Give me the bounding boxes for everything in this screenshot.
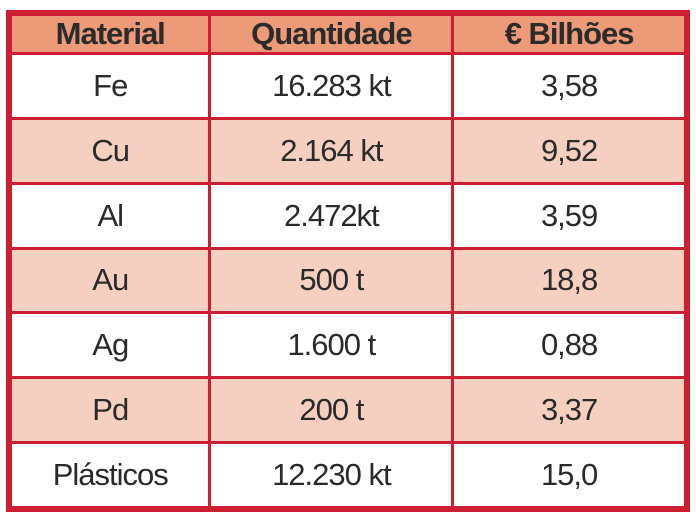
cell-material: Ag <box>12 314 209 377</box>
table-row: Pd 200 t 3,37 <box>12 379 684 442</box>
cell-quantidade: 200 t <box>211 379 452 442</box>
cell-valor: 18,8 <box>454 249 684 312</box>
cell-valor: 3,59 <box>454 184 684 247</box>
table-row: Al 2.472kt 3,59 <box>12 184 684 247</box>
cell-material: Fe <box>12 55 209 117</box>
cell-quantidade: 2.164 kt <box>211 119 452 182</box>
cell-material: Au <box>12 249 209 312</box>
table-row: Fe 16.283 kt 3,58 <box>12 55 684 117</box>
materials-table: Material Quantidade € Bilhões Fe 16.283 … <box>6 10 690 512</box>
cell-quantidade: 2.472kt <box>211 184 452 247</box>
cell-valor: 9,52 <box>454 119 684 182</box>
table-row: Ag 1.600 t 0,88 <box>12 314 684 377</box>
table-row: Au 500 t 18,8 <box>12 249 684 312</box>
header-quantidade: Quantidade <box>211 16 452 52</box>
cell-quantidade: 12.230 kt <box>211 444 452 506</box>
cell-quantidade: 1.600 t <box>211 314 452 377</box>
materials-table-grid: Material Quantidade € Bilhões Fe 16.283 … <box>9 13 687 509</box>
cell-material: Plásticos <box>12 444 209 506</box>
cell-quantidade: 16.283 kt <box>211 55 452 117</box>
cell-valor: 15,0 <box>454 444 684 506</box>
table-row: Cu 2.164 kt 9,52 <box>12 119 684 182</box>
cell-valor: 0,88 <box>454 314 684 377</box>
header-material: Material <box>12 16 209 52</box>
cell-material: Cu <box>12 119 209 182</box>
cell-valor: 3,58 <box>454 55 684 117</box>
table-row: Plásticos 12.230 kt 15,0 <box>12 444 684 506</box>
cell-valor: 3,37 <box>454 379 684 442</box>
header-euro-bilhoes: € Bilhões <box>454 16 684 52</box>
table-header-row: Material Quantidade € Bilhões <box>12 16 684 52</box>
cell-material: Al <box>12 184 209 247</box>
cell-quantidade: 500 t <box>211 249 452 312</box>
cell-material: Pd <box>12 379 209 442</box>
